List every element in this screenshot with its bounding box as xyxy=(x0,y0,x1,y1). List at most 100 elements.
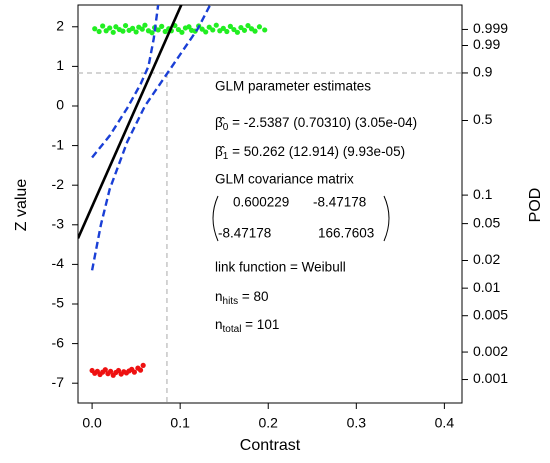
point xyxy=(103,28,109,34)
point xyxy=(186,24,192,30)
line xyxy=(78,5,183,239)
point xyxy=(137,367,144,373)
point xyxy=(149,30,155,36)
y2-tick-label: 0.02 xyxy=(473,251,500,267)
subscript: hits xyxy=(223,296,239,307)
symbol: β̂ xyxy=(215,144,226,159)
y2-tick-label: 0.1 xyxy=(473,186,493,202)
point xyxy=(213,22,219,28)
x-axis-label: Contrast xyxy=(240,437,301,454)
formula: nhits = 80 xyxy=(215,289,268,307)
line xyxy=(91,5,160,159)
point xyxy=(252,28,258,34)
subscript: total xyxy=(223,324,242,335)
formula: β̂1 = 50.262 (12.914) (9.93e-05) xyxy=(215,144,405,162)
y2-tick-label: 0.002 xyxy=(473,343,508,359)
y2-tick-label: 0.99 xyxy=(473,36,500,52)
point xyxy=(100,23,106,29)
y2-tick-label: 0.01 xyxy=(473,279,500,295)
x-tick-label: 0.2 xyxy=(259,415,279,431)
y-tick-label: -7 xyxy=(52,374,65,390)
point xyxy=(241,27,248,33)
point xyxy=(220,25,226,31)
point xyxy=(115,367,122,374)
point xyxy=(162,28,168,35)
point xyxy=(92,26,98,32)
point xyxy=(175,26,182,33)
point xyxy=(131,369,137,375)
point xyxy=(120,28,126,34)
series-group xyxy=(78,5,268,378)
x-tick-label: 0.3 xyxy=(347,415,367,431)
y-tick-label: 1 xyxy=(56,57,64,73)
y-tick-label: -1 xyxy=(52,136,65,152)
x-tick-label: 0.1 xyxy=(170,415,190,431)
x-tick-label: 0.0 xyxy=(82,415,102,431)
plot-frame xyxy=(77,4,463,404)
point xyxy=(133,29,139,35)
y-tick-label: -2 xyxy=(52,176,65,192)
matrix-cell: 166.7603 xyxy=(318,226,374,241)
point xyxy=(231,26,237,33)
point xyxy=(107,368,114,374)
point xyxy=(256,24,263,30)
covariance-title: GLM covariance matrix xyxy=(215,172,354,187)
point xyxy=(96,28,102,35)
y-tick-label: -6 xyxy=(52,334,65,350)
symbol: n xyxy=(215,289,223,304)
point xyxy=(245,22,251,29)
y-tick-label: -3 xyxy=(52,215,65,231)
symbol: β̂ xyxy=(215,115,226,130)
y2-tick-label: 0.005 xyxy=(473,306,508,322)
annotation-title: GLM parameter estimates xyxy=(215,79,371,94)
y-tick-label: -5 xyxy=(52,295,65,311)
annotation: GLM parameter estimates GLM covariance m… xyxy=(212,79,390,275)
matrix-bracket xyxy=(212,195,219,242)
point xyxy=(142,22,148,28)
y-tick-label: 2 xyxy=(56,17,64,33)
point xyxy=(102,367,108,373)
link-function: link function = Weibull xyxy=(215,260,346,275)
point xyxy=(159,23,165,29)
point xyxy=(110,29,116,35)
point xyxy=(199,26,205,32)
y2-axis-label: POD xyxy=(527,188,544,223)
y2-tick-label: 0.9 xyxy=(473,64,493,80)
y2-tick-label: 0.05 xyxy=(473,214,500,230)
y2-tick-label: 0.001 xyxy=(473,370,508,386)
formula: ntotal = 101 xyxy=(215,317,279,335)
matrix-cell: -8.47178 xyxy=(313,195,366,210)
point xyxy=(140,362,146,368)
formula-text: = -2.5387 (0.70310) (3.05e-04) xyxy=(228,115,417,130)
matrix-cell: 0.600229 xyxy=(233,195,289,210)
point xyxy=(203,29,209,35)
formula-text: = 80 xyxy=(238,289,268,304)
y-tick-label: -4 xyxy=(52,255,65,271)
point xyxy=(262,27,268,33)
formula: β̂0 = -2.5387 (0.70310) (3.05e-04) xyxy=(215,115,417,133)
point xyxy=(130,25,136,31)
point xyxy=(155,27,161,33)
matrix-cell: -8.47178 xyxy=(218,226,271,241)
matrix-bracket xyxy=(383,195,390,242)
point xyxy=(139,26,145,32)
point xyxy=(210,27,216,33)
point xyxy=(238,24,244,31)
point xyxy=(224,28,230,35)
point xyxy=(234,29,241,35)
symbol: n xyxy=(215,317,223,332)
point xyxy=(122,22,129,29)
point xyxy=(179,29,185,35)
y2-tick-label: 0.5 xyxy=(473,111,493,127)
point xyxy=(206,24,212,30)
y2-tick-label: 0.999 xyxy=(473,20,508,36)
x-tick-label: 0.4 xyxy=(435,415,455,431)
y-tick-label: 0 xyxy=(56,97,64,113)
subscript: 1 xyxy=(223,151,229,162)
point xyxy=(227,23,233,29)
formula-text: = 101 xyxy=(241,317,279,332)
point xyxy=(113,24,119,30)
formula-text: = 50.262 (12.914) (9.93e-05) xyxy=(228,144,405,159)
subscript: 0 xyxy=(223,122,229,133)
